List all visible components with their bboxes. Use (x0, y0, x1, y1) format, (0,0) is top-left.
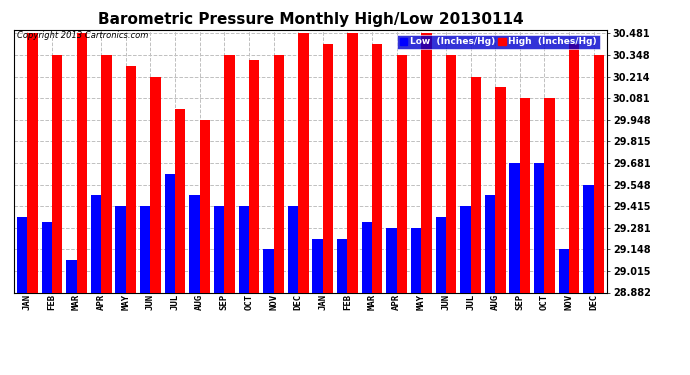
Bar (569, 44, 580, 292)
Bar (313, 238, 323, 292)
Bar (348, 33, 358, 292)
Bar (422, 33, 432, 292)
Bar (165, 174, 175, 292)
Bar (544, 98, 555, 292)
Bar (559, 249, 569, 292)
Bar (485, 195, 495, 292)
Bar (126, 66, 136, 292)
Bar (115, 206, 126, 292)
Legend: Low  (Inches/Hg), High  (Inches/Hg): Low (Inches/Hg), High (Inches/Hg) (397, 35, 600, 49)
Bar (263, 249, 273, 292)
Bar (534, 163, 544, 292)
Bar (520, 98, 530, 292)
Bar (411, 228, 422, 292)
Bar (189, 195, 199, 292)
Bar (175, 109, 186, 292)
Bar (446, 55, 456, 292)
Bar (224, 55, 235, 292)
Bar (288, 206, 298, 292)
Bar (41, 222, 52, 292)
Bar (140, 206, 150, 292)
Bar (52, 55, 62, 292)
Bar (77, 33, 87, 292)
Bar (435, 217, 446, 292)
Bar (249, 60, 259, 292)
Bar (91, 195, 101, 292)
Bar (397, 55, 407, 292)
Bar (593, 55, 604, 292)
Bar (372, 44, 382, 292)
Bar (214, 206, 224, 292)
Bar (471, 76, 481, 292)
Bar (323, 44, 333, 292)
Bar (199, 120, 210, 292)
Bar (66, 260, 77, 292)
Bar (386, 228, 397, 292)
Bar (239, 206, 249, 292)
Bar (17, 217, 28, 292)
Bar (28, 33, 38, 292)
Bar (273, 55, 284, 292)
Bar (150, 76, 161, 292)
Bar (495, 87, 506, 292)
Bar (460, 206, 471, 292)
Title: Barometric Pressure Monthly High/Low 20130114: Barometric Pressure Monthly High/Low 201… (98, 12, 523, 27)
Bar (362, 222, 372, 292)
Bar (509, 163, 520, 292)
Bar (583, 184, 593, 292)
Text: Copyright 2013 Cartronics.com: Copyright 2013 Cartronics.com (17, 32, 148, 40)
Bar (101, 55, 112, 292)
Bar (298, 33, 308, 292)
Bar (337, 238, 348, 292)
